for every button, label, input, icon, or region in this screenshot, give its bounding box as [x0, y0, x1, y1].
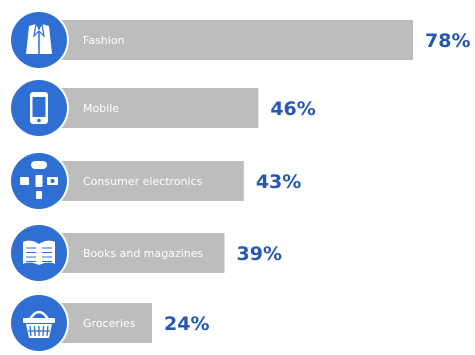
bar — [36, 20, 413, 60]
jacket-icon — [9, 10, 69, 70]
value-label: 24% — [164, 313, 209, 335]
category-label: Books and magazines — [83, 247, 204, 260]
mobile-phone-icon — [9, 78, 69, 138]
book-icon — [9, 223, 69, 283]
bar — [36, 161, 244, 201]
category-label: Groceries — [83, 317, 136, 330]
value-label: 39% — [237, 243, 282, 265]
value-label: 78% — [425, 30, 470, 52]
bar-row: Consumer electronics 43% — [9, 151, 301, 211]
bar-row: Mobile 46% — [9, 78, 316, 138]
value-label: 46% — [270, 98, 315, 120]
bar — [36, 88, 259, 128]
bar-row: Fashion 78% — [9, 10, 470, 70]
electronics-icon — [9, 151, 69, 211]
bar-row: Groceries 24% — [9, 293, 209, 353]
value-label: 43% — [256, 171, 301, 193]
bar-row: Books and magazines 39% — [9, 223, 282, 283]
shopping-basket-icon — [9, 293, 69, 353]
category-label: Fashion — [83, 34, 125, 47]
category-label: Mobile — [83, 102, 119, 115]
category-label: Consumer electronics — [83, 175, 203, 188]
